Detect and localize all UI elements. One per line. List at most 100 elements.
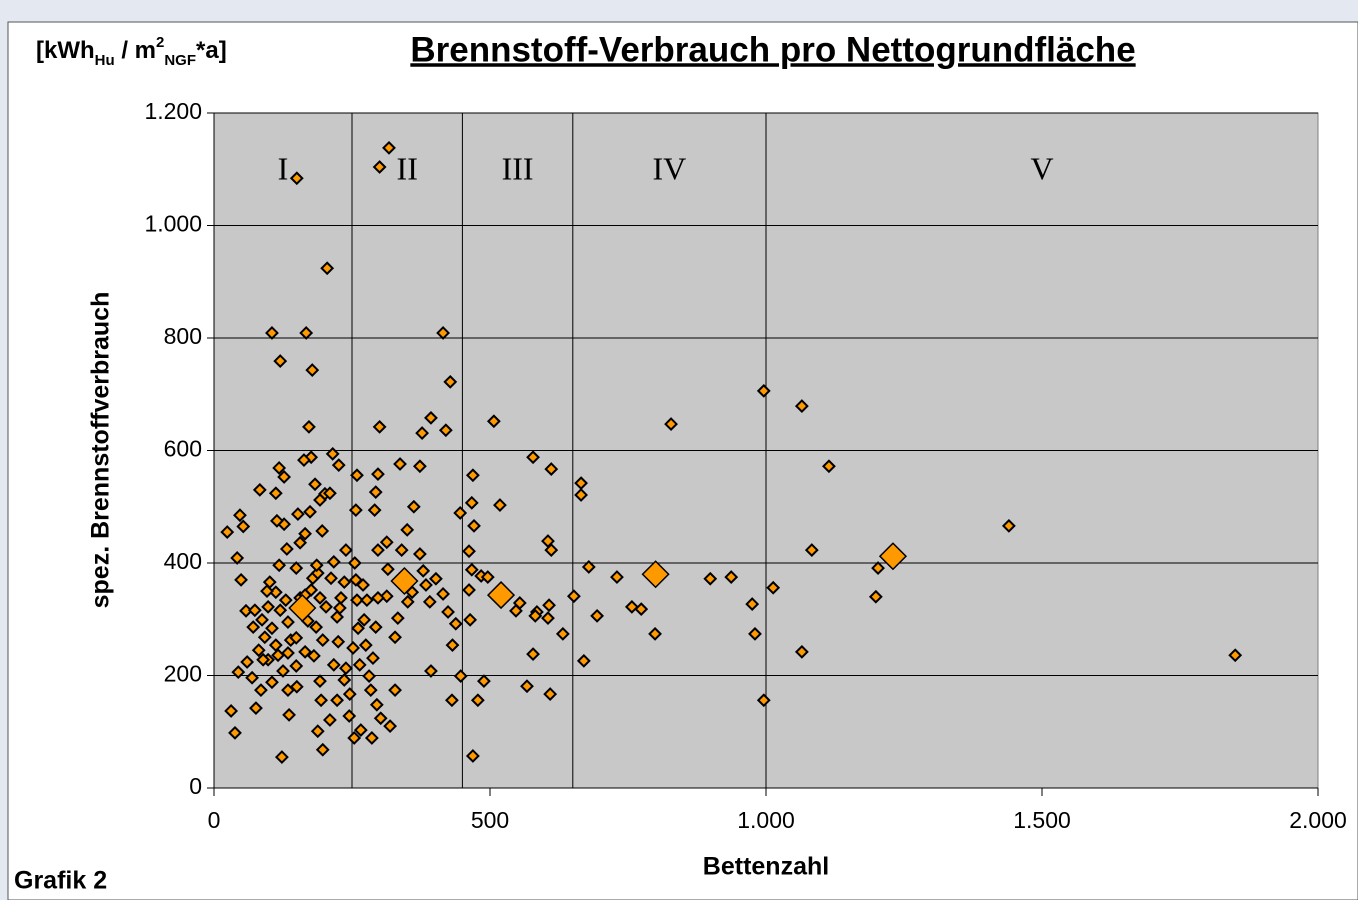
point bbox=[369, 697, 384, 712]
point bbox=[379, 535, 394, 550]
point bbox=[350, 593, 364, 608]
point bbox=[305, 363, 320, 377]
unit-label: [kWhHu / m2NGF*a] bbox=[36, 34, 227, 69]
chart-title: Brennstoff-Verbrauch pro Nettogrundfläch… bbox=[410, 30, 1135, 69]
point bbox=[462, 583, 476, 597]
point bbox=[293, 535, 308, 550]
class-label: II bbox=[397, 150, 418, 186]
point bbox=[302, 419, 316, 434]
point bbox=[240, 655, 255, 669]
point bbox=[255, 612, 269, 627]
point bbox=[337, 673, 352, 687]
point bbox=[703, 571, 718, 586]
point bbox=[306, 648, 321, 663]
point bbox=[278, 593, 293, 608]
point bbox=[383, 719, 398, 734]
point bbox=[372, 160, 387, 174]
point bbox=[871, 561, 885, 575]
point bbox=[486, 581, 516, 610]
point bbox=[233, 508, 247, 523]
point bbox=[319, 599, 333, 614]
y-tick-label: 200 bbox=[164, 661, 202, 687]
point bbox=[766, 580, 781, 595]
x-tick-label: 1.000 bbox=[737, 807, 795, 833]
point bbox=[463, 612, 478, 627]
y-tick-label: 400 bbox=[164, 548, 202, 574]
point bbox=[544, 462, 559, 476]
point bbox=[444, 693, 459, 708]
point bbox=[357, 612, 372, 627]
point bbox=[315, 633, 330, 647]
point bbox=[323, 713, 337, 727]
point bbox=[313, 674, 327, 689]
point bbox=[309, 620, 324, 635]
point bbox=[358, 638, 373, 653]
point bbox=[526, 450, 540, 465]
point bbox=[493, 498, 507, 512]
point bbox=[315, 742, 330, 757]
point bbox=[756, 383, 771, 398]
point bbox=[325, 446, 340, 461]
point bbox=[313, 590, 327, 605]
point bbox=[363, 683, 378, 698]
point bbox=[528, 608, 543, 623]
class-label: III bbox=[502, 150, 534, 186]
point bbox=[648, 626, 662, 641]
point bbox=[544, 543, 559, 557]
point bbox=[368, 620, 383, 635]
point bbox=[231, 665, 246, 680]
point bbox=[416, 563, 431, 578]
point bbox=[256, 652, 271, 667]
point bbox=[224, 704, 239, 718]
point bbox=[364, 731, 379, 745]
point bbox=[257, 630, 272, 645]
point bbox=[274, 750, 289, 764]
point bbox=[394, 543, 409, 557]
point bbox=[453, 506, 468, 520]
point bbox=[348, 503, 363, 518]
point bbox=[428, 571, 443, 586]
point bbox=[367, 503, 382, 518]
point bbox=[462, 544, 476, 559]
y-tick-label: 800 bbox=[164, 323, 202, 349]
point bbox=[330, 693, 345, 708]
point bbox=[272, 558, 287, 573]
point bbox=[555, 626, 570, 641]
point bbox=[512, 596, 527, 610]
point bbox=[289, 679, 304, 694]
point bbox=[436, 587, 450, 601]
point bbox=[371, 543, 385, 557]
point bbox=[382, 140, 396, 155]
point bbox=[415, 426, 430, 440]
point bbox=[351, 621, 365, 636]
point bbox=[245, 670, 260, 685]
point bbox=[342, 709, 357, 723]
point bbox=[541, 611, 555, 626]
point bbox=[576, 653, 591, 668]
point bbox=[419, 578, 433, 592]
point bbox=[251, 643, 266, 658]
point bbox=[542, 598, 556, 613]
footer: Grafik 2 bbox=[14, 867, 107, 895]
point bbox=[254, 683, 268, 698]
x-tick-label: 1.500 bbox=[1013, 807, 1071, 833]
point bbox=[379, 589, 394, 604]
point bbox=[314, 693, 329, 708]
point bbox=[794, 644, 809, 659]
point bbox=[220, 525, 235, 539]
point bbox=[641, 560, 670, 589]
point bbox=[265, 621, 279, 636]
x-tick-label: 500 bbox=[471, 807, 509, 833]
point bbox=[249, 701, 263, 716]
point bbox=[281, 615, 295, 629]
point bbox=[445, 638, 460, 653]
point bbox=[822, 459, 836, 474]
point bbox=[247, 603, 262, 618]
point bbox=[436, 326, 450, 340]
point bbox=[310, 724, 325, 739]
point bbox=[388, 683, 402, 698]
point bbox=[390, 611, 405, 626]
point bbox=[230, 551, 245, 565]
point bbox=[441, 605, 455, 619]
point bbox=[303, 504, 317, 519]
